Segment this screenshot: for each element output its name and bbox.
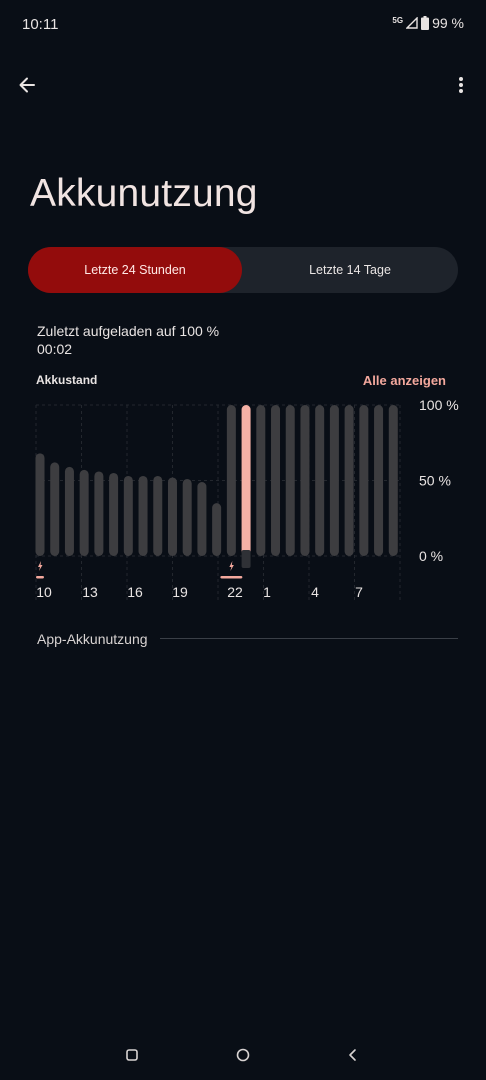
more-options-button[interactable]	[446, 70, 476, 100]
chart-bar[interactable]	[79, 469, 89, 556]
last-charged-text: Zuletzt aufgeladen auf 100 %	[37, 323, 220, 339]
chart-bar[interactable]	[256, 405, 266, 556]
signal-icon	[406, 17, 418, 29]
chart-bar[interactable]	[374, 405, 384, 556]
x-tick-label: 4	[311, 584, 319, 600]
y-tick-label: 100 %	[419, 397, 459, 413]
status-indicators: 5G 99 %	[392, 15, 464, 31]
last-charged-time: 00:02	[37, 341, 73, 357]
chart-bar[interactable]	[109, 472, 119, 556]
chart-title: Akkustand	[36, 373, 98, 387]
recents-button[interactable]	[117, 1040, 147, 1070]
x-tick-label: 1	[263, 584, 271, 600]
triangle-back-icon	[349, 1049, 356, 1061]
tab-last-14-days[interactable]: Letzte 14 Tage	[309, 263, 391, 277]
x-tick-label: 22	[227, 584, 243, 600]
chart-bar[interactable]	[344, 405, 354, 556]
x-tick-label: 10	[36, 584, 52, 600]
status-bar: 10:11 5G 99 %	[0, 0, 486, 48]
home-button[interactable]	[228, 1040, 258, 1070]
chart-bar[interactable]	[359, 405, 369, 556]
chart-bar[interactable]	[285, 405, 295, 556]
chart-bar[interactable]	[388, 405, 398, 556]
charging-period-line	[36, 576, 44, 579]
x-axis-ticks: 10 13 16 19 22 1 4 7	[36, 584, 363, 600]
chart-bar-highlighted[interactable]	[241, 405, 251, 556]
chart-bar[interactable]	[64, 466, 74, 556]
circle-home-icon	[236, 1048, 250, 1062]
chart-bar[interactable]	[315, 405, 325, 556]
chart-bars	[35, 405, 398, 568]
divider	[160, 638, 458, 639]
battery-icon	[421, 16, 430, 30]
network-type: 5G	[392, 15, 404, 25]
status-time: 10:11	[22, 16, 59, 33]
battery-percent: 99 %	[432, 15, 464, 31]
more-vert-icon	[459, 77, 463, 93]
nav-back-button[interactable]	[337, 1040, 367, 1070]
page-title: Akkunutzung	[30, 172, 258, 215]
chart-bar[interactable]	[167, 477, 177, 556]
chart-bar[interactable]	[212, 503, 222, 556]
charging-bolt-icon	[229, 561, 234, 571]
system-nav-bar	[0, 1032, 486, 1080]
y-tick-label: 0 %	[419, 548, 443, 564]
charging-bolt-icon	[38, 561, 43, 571]
chart-bar[interactable]	[300, 405, 310, 556]
chart-bar[interactable]	[182, 478, 192, 556]
x-tick-label: 13	[82, 584, 98, 600]
x-tick-label: 16	[127, 584, 143, 600]
chart-bar[interactable]	[94, 471, 104, 556]
square-recents-icon	[126, 1049, 138, 1061]
x-tick-label: 7	[355, 584, 363, 600]
chart-bar[interactable]	[123, 475, 133, 556]
x-tick-label: 19	[172, 584, 188, 600]
chart-bar[interactable]	[329, 405, 339, 556]
arrow-left-icon	[19, 77, 35, 93]
selection-stem	[241, 550, 251, 568]
app-usage-header: App-Akkunutzung	[37, 631, 148, 647]
back-button[interactable]	[12, 70, 42, 100]
chart-bar[interactable]	[138, 475, 148, 556]
charging-period-line	[220, 576, 243, 579]
battery-level-chart: 100 % 50 % 0 % 10 13 16 19 22 1 4 7	[35, 397, 459, 600]
chart-bar[interactable]	[271, 405, 281, 556]
y-tick-label: 50 %	[419, 473, 451, 489]
chart-bar[interactable]	[226, 405, 236, 556]
show-all-link[interactable]: Alle anzeigen	[362, 373, 446, 388]
tab-last-24-hours[interactable]: Letzte 24 Stunden	[28, 247, 242, 293]
chart-bar[interactable]	[50, 462, 60, 556]
last-charged-info: Zuletzt aufgeladen auf 100 % 00:02	[37, 322, 219, 358]
time-range-tabs: Letzte 24 Stunden Letzte 14 Tage	[28, 247, 458, 293]
top-app-bar	[0, 60, 486, 110]
chart-bar[interactable]	[197, 482, 207, 556]
charging-markers	[36, 561, 243, 579]
chart-bar[interactable]	[35, 453, 45, 556]
chart-bar[interactable]	[153, 475, 163, 556]
y-axis-ticks: 100 % 50 % 0 %	[419, 397, 459, 564]
